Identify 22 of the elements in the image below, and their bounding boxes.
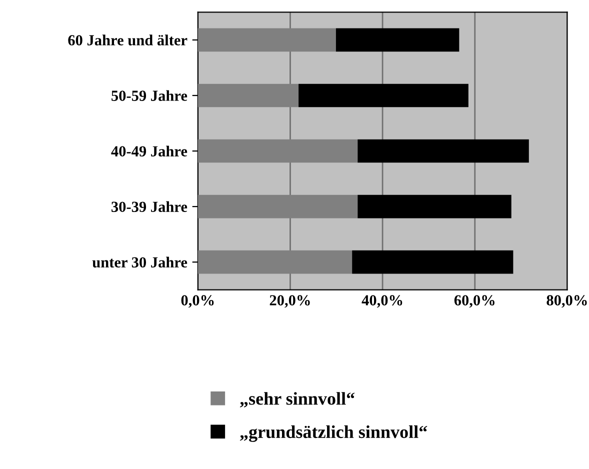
bar (198, 139, 358, 163)
x-tick-label: 60,0% (454, 295, 494, 308)
x-tick-label: 0,0% (181, 295, 214, 308)
x-tick-label: 20,0% (270, 295, 310, 308)
bar (298, 84, 468, 108)
x-tick-label: 80,0% (546, 295, 587, 308)
bar (358, 139, 529, 163)
bar (336, 28, 460, 52)
y-tick-label: 40-49 Jahre (111, 146, 188, 156)
bar (198, 84, 299, 108)
y-tick-label: unter 30 Jahre (92, 256, 188, 268)
bar (198, 250, 352, 274)
bar (358, 194, 512, 218)
x-tick-label: 40,0% (362, 295, 402, 308)
legend-label: „grundsätzlich sinnvoll“ (240, 425, 428, 442)
bar (198, 194, 358, 218)
bar (198, 28, 336, 52)
y-tick-label: 60 Jahre und älter (68, 34, 188, 46)
y-tick-label: 50-59 Jahre (112, 90, 188, 101)
legend-label: „sehr sinnvoll“ (240, 392, 354, 408)
bar (352, 250, 514, 274)
y-tick-label: 30-39 Jahre (112, 201, 188, 212)
